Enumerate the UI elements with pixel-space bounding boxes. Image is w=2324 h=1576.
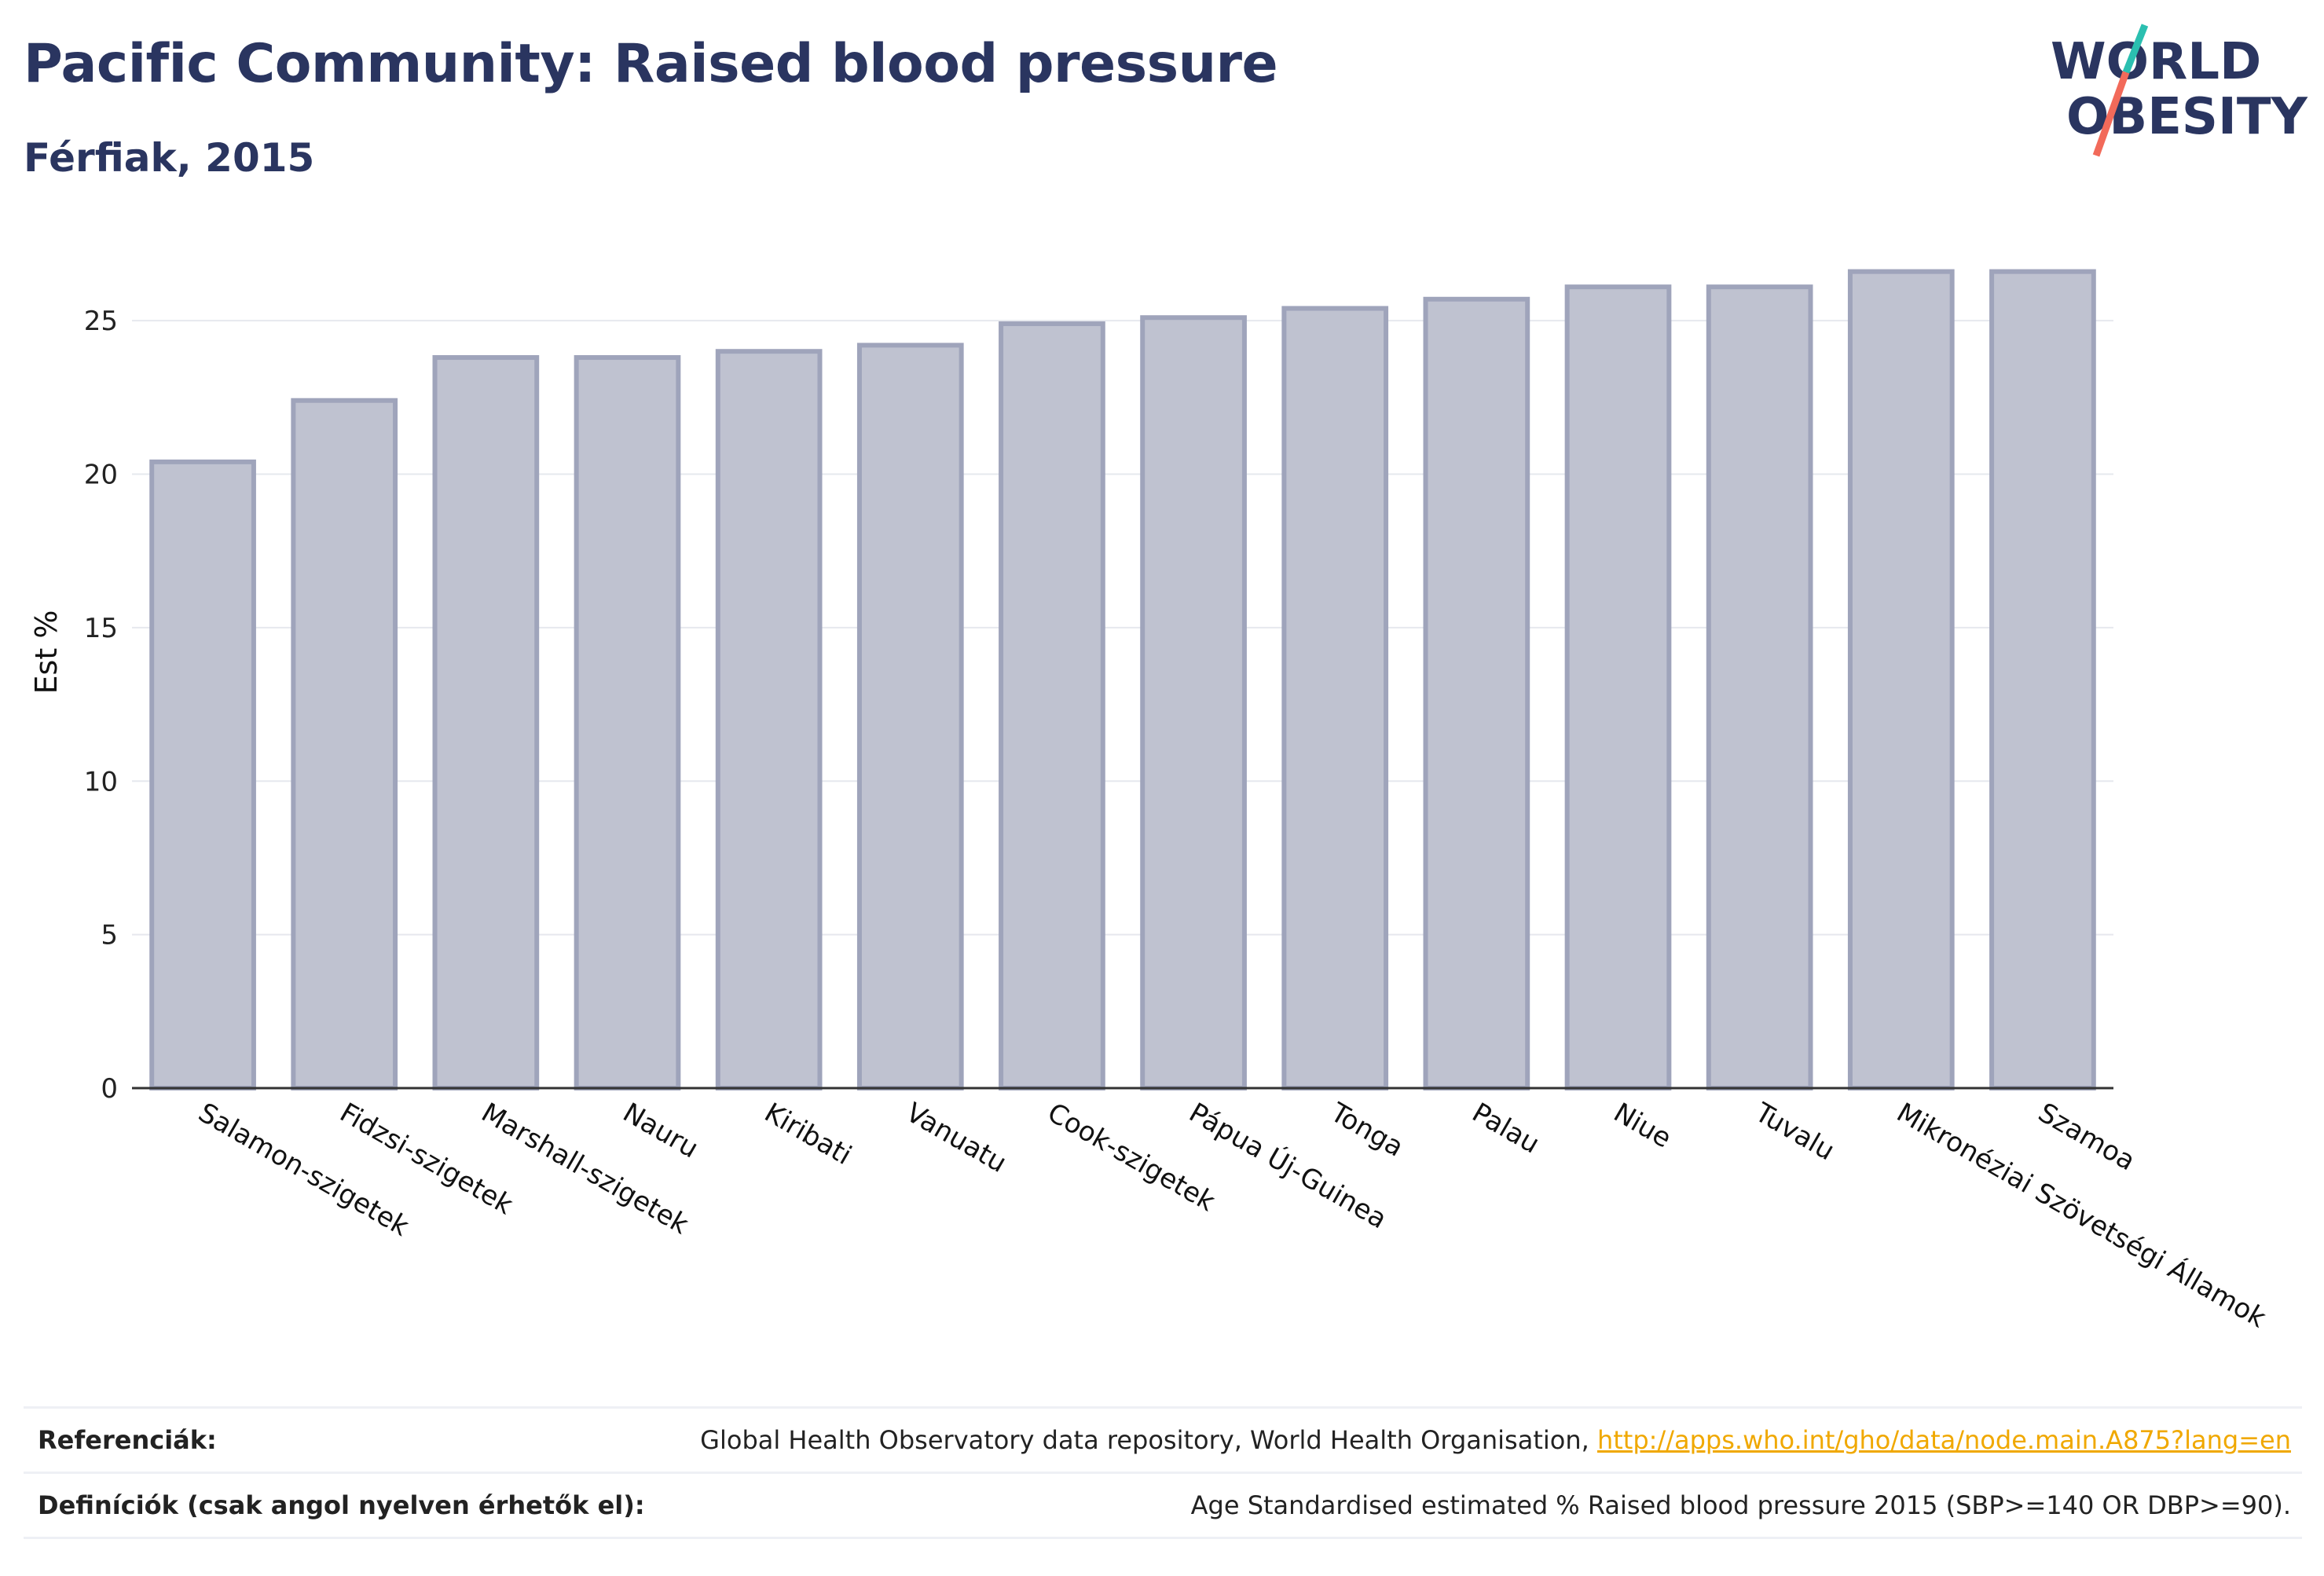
bar[interactable]: [574, 355, 681, 1090]
bars: [149, 269, 2096, 1091]
bar-chart: 0 5 10 15 20 25 Salamon-szigetekFidzsi-sziget…: [29, 269, 2272, 1334]
y-tick-label: 5: [101, 920, 118, 951]
y-tick-labels: 0 5 10 15 20 25: [84, 306, 118, 1105]
bar[interactable]: [715, 349, 823, 1090]
x-tick-labels: Salamon-szigetekFidzsi-szigetekMarshall-…: [193, 1096, 2272, 1334]
world-obesity-logo: WORLD OBESITY: [2051, 24, 2308, 157]
grid-lines: [132, 320, 2113, 936]
x-tick-label: Niue: [1608, 1097, 1677, 1154]
chart-title: Pacific Community: Raised blood pressure: [24, 33, 1278, 95]
bar[interactable]: [432, 355, 540, 1090]
bar[interactable]: [1281, 306, 1389, 1091]
bar[interactable]: [1564, 284, 1672, 1090]
definitions-row: Definíciók (csak angol nyelven érhetők e…: [24, 1472, 2302, 1539]
bar[interactable]: [856, 343, 964, 1090]
bar[interactable]: [149, 459, 256, 1090]
x-tick-label: Tonga: [1325, 1097, 1409, 1164]
bar[interactable]: [1706, 284, 1813, 1090]
x-tick-label: Tuvalu: [1749, 1097, 1839, 1167]
definitions-text: Age Standardised estimated % Raised bloo…: [1190, 1490, 2291, 1520]
bar[interactable]: [1989, 269, 2096, 1090]
references-row: Referenciák: Global Health Observatory d…: [24, 1406, 2302, 1472]
footer: Referenciák: Global Health Observatory d…: [24, 1406, 2302, 1539]
logo-accent-coral: [2092, 71, 2130, 157]
references-link[interactable]: http://apps.who.int/gho/data/node.main.A…: [1596, 1425, 2291, 1455]
x-tick-label: Szamoa: [2033, 1097, 2140, 1177]
y-tick-label: 25: [84, 306, 118, 337]
references-label: Referenciák:: [38, 1425, 217, 1455]
y-tick-label: 20: [84, 460, 118, 491]
x-tick-label: Vanuatu: [900, 1097, 1011, 1179]
y-axis-label: Est %: [29, 610, 64, 695]
x-tick-label: Kiribati: [759, 1097, 856, 1171]
bar[interactable]: [1140, 315, 1247, 1091]
bar[interactable]: [291, 398, 398, 1091]
y-tick-label: 15: [84, 613, 118, 644]
definitions-label: Definíciók (csak angol nyelven érhetők e…: [38, 1490, 645, 1520]
bar[interactable]: [999, 321, 1105, 1090]
references-text: Global Health Observatory data repositor…: [700, 1425, 1597, 1455]
logo-accent-teal: [2122, 24, 2149, 74]
y-tick-label: 10: [84, 766, 118, 797]
references-value: Global Health Observatory data repositor…: [700, 1425, 2302, 1455]
bar[interactable]: [1847, 269, 1955, 1090]
logo-line1: WORLD: [2051, 33, 2261, 91]
bar[interactable]: [1423, 296, 1530, 1090]
x-tick-label: Nauru: [618, 1097, 704, 1164]
chart-subtitle: Férfiak, 2015: [24, 135, 315, 181]
y-tick-label: 0: [101, 1073, 118, 1105]
x-tick-label: Palau: [1467, 1097, 1545, 1160]
